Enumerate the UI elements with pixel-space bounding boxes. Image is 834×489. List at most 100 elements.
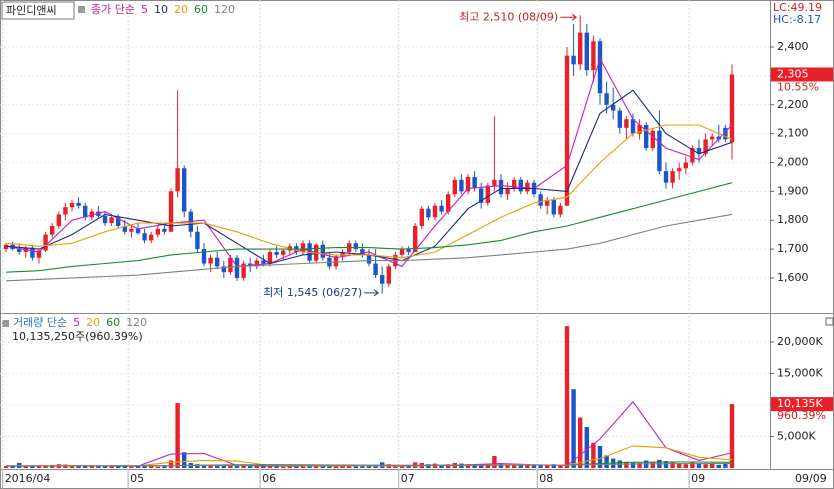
volume-bar	[465, 464, 471, 468]
candle-body	[518, 179, 523, 192]
volume-bar	[531, 465, 537, 468]
candle-body	[149, 234, 154, 241]
candle-body	[234, 257, 240, 278]
candle-body	[571, 55, 576, 65]
volume-bar	[234, 464, 240, 468]
volume-bar	[43, 465, 48, 468]
candle-body	[657, 130, 662, 172]
volume-bar	[485, 464, 490, 468]
volume-bar	[399, 465, 405, 468]
candle-body	[630, 119, 636, 134]
volume-summary: 10,135,250주(960.39%)	[12, 330, 143, 343]
low-arrow	[364, 289, 380, 297]
candle-body	[479, 188, 484, 203]
volume-bar	[208, 465, 213, 468]
candle-body	[663, 171, 669, 183]
candle-body	[492, 179, 497, 186]
volume-bar	[102, 466, 108, 468]
volume-bar	[498, 463, 504, 468]
candle-body	[419, 208, 424, 226]
lc-label: LC:49.19	[773, 1, 822, 14]
legend-icon	[78, 6, 85, 13]
candle-body	[142, 233, 147, 241]
candle-body	[360, 249, 365, 255]
volume-bar	[109, 465, 114, 468]
x-tick-label: 06	[262, 472, 276, 485]
legend-label: 거래량 단순	[13, 316, 67, 329]
candle-body	[637, 124, 642, 134]
volume-bar	[630, 462, 636, 468]
legend-entry: 120	[126, 316, 147, 329]
volume-bar	[135, 466, 141, 468]
volume-bar	[248, 466, 253, 468]
candle-body	[505, 188, 510, 195]
volume-bar	[723, 462, 728, 468]
candle-body	[670, 171, 675, 183]
volume-bar	[182, 452, 187, 468]
x-tick-label: 08	[539, 472, 553, 485]
candle-body	[545, 200, 550, 206]
panel-button[interactable]	[825, 317, 834, 326]
x-tick-label: 2016/04	[5, 472, 51, 485]
volume-bar	[492, 456, 497, 468]
candle-body	[446, 194, 451, 212]
volume-bar	[545, 464, 550, 468]
candle-body	[261, 260, 266, 264]
x-tick-label: 09	[691, 472, 705, 485]
volume-bar	[201, 464, 207, 468]
title-box	[1, 1, 75, 20]
candle-body	[36, 250, 42, 258]
candle-body	[208, 257, 213, 264]
candle-body	[485, 185, 490, 203]
volume-bar	[314, 465, 319, 468]
candle-body	[578, 32, 583, 65]
candle-body	[703, 139, 708, 154]
volume-bar	[333, 466, 339, 468]
volume-bar	[241, 465, 246, 468]
volume-bar	[663, 461, 669, 468]
candle-body	[333, 256, 339, 267]
candle-body	[716, 136, 721, 140]
legend-entry: 5	[73, 316, 80, 329]
candle-body	[30, 247, 35, 258]
y-tick-label: 1,600	[777, 271, 809, 284]
candle-body	[109, 217, 114, 224]
x-tick-label: 05	[130, 472, 144, 485]
volume-bar	[637, 462, 642, 468]
volume-bar	[597, 445, 603, 468]
volume-bar	[512, 464, 517, 468]
y-tick-label: 2,400	[777, 40, 809, 53]
candle-body	[76, 202, 81, 206]
legend-entry: 120	[214, 3, 235, 16]
candle-body	[564, 55, 570, 206]
candle-body	[135, 228, 141, 234]
volume-change-label: 960.39%	[777, 409, 826, 422]
volume-bar	[677, 463, 682, 468]
volume-bar	[10, 466, 15, 468]
volume-bar	[89, 466, 94, 468]
volume-bar	[604, 455, 609, 468]
candle-body	[432, 205, 438, 218]
y-tick-label: 2,200	[777, 98, 809, 111]
candle-body	[386, 266, 391, 284]
candle-body	[182, 168, 187, 212]
candle-body	[281, 250, 286, 255]
volume-bar	[287, 466, 292, 468]
volume-bar	[116, 466, 121, 468]
candle-body	[512, 179, 517, 189]
candle-body	[320, 244, 325, 258]
volume-bar	[347, 466, 352, 468]
legend-icon	[2, 320, 9, 327]
volume-bar	[571, 389, 576, 468]
volume-bar	[525, 464, 530, 468]
high-annotation: 최고 2,510 (08/09)	[459, 10, 558, 23]
legend-entry: 5	[141, 3, 148, 16]
candle-body	[690, 148, 695, 163]
volume-bar	[221, 465, 226, 468]
volume-bar	[228, 465, 233, 468]
volume-bar	[300, 466, 306, 468]
candle-body	[683, 162, 688, 169]
y-tick-label: 15,000K	[777, 366, 823, 379]
ma-line	[5, 182, 733, 273]
change-label: 10.55%	[777, 80, 819, 93]
